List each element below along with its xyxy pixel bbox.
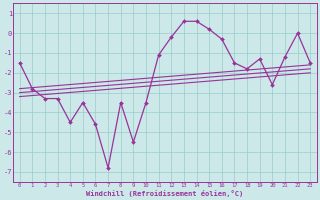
X-axis label: Windchill (Refroidissement éolien,°C): Windchill (Refroidissement éolien,°C) xyxy=(86,190,244,197)
